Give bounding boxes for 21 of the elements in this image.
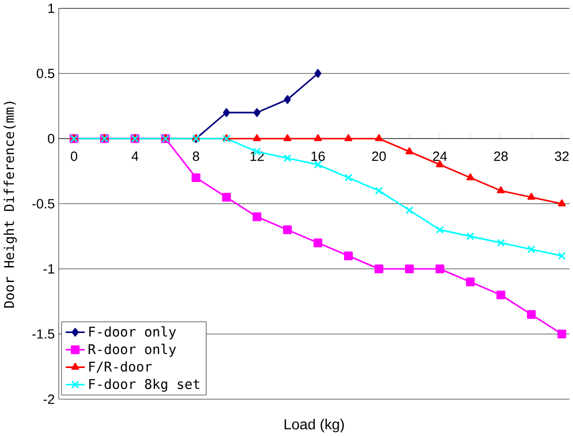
legend-label: F-door 8kg set [89, 378, 200, 392]
y-tick-label: 1 [48, 4, 54, 13]
x-tick-label: 16 [312, 152, 325, 161]
x-tick-label: 4 [132, 152, 138, 161]
legend-label: F-door only [89, 326, 176, 340]
y-tick-label: -0.5 [32, 199, 54, 208]
y-tick-label: -1.5 [32, 329, 54, 339]
y-tick-label: -2 [44, 394, 54, 404]
x-tick-label: 0 [70, 152, 78, 161]
x-axis-title: Load (kg) [284, 418, 344, 432]
y-axis-title: Door Height Difference(mm) [4, 102, 17, 308]
x-tick-label: 8 [192, 152, 200, 161]
x-tick-label: 20 [372, 152, 386, 161]
x-tick-label: 24 [433, 152, 447, 161]
legend-label: F/R-door [89, 361, 152, 373]
x-tick-label: 28 [494, 152, 508, 161]
x-tick-label: 32 [554, 152, 569, 161]
y-tick-label: 0 [48, 134, 54, 144]
legend-label: R-door only [88, 344, 176, 357]
y-tick-label: 0.5 [36, 68, 54, 78]
y-tick-label: -1 [44, 264, 54, 274]
